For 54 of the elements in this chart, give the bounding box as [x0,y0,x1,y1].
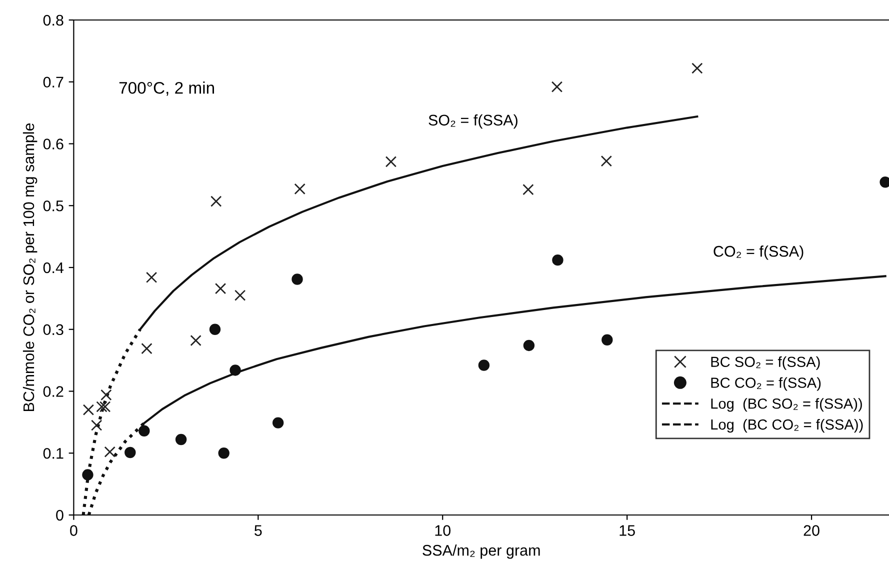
point [385,156,397,168]
point [230,364,241,376]
y-tick-label: 0.5 [43,200,64,212]
x-tick-label: 5 [254,525,262,536]
y-tick-label: 0.2 [43,386,64,397]
point [214,282,226,294]
point [552,254,564,266]
point [146,272,158,284]
point [141,342,152,354]
point [82,469,94,480]
point [234,290,246,301]
y-tick-label: 0.8 [43,14,64,26]
y-tick-label: 0 [56,510,64,521]
point [104,446,116,458]
legend-label: Log (BC SO₂ = f(SSA)) [711,398,862,412]
point [478,360,490,371]
point [294,183,306,195]
point [99,401,111,412]
point [90,420,102,431]
point [523,340,535,352]
legend-label: BC CO₂ = f(SSA) [711,377,821,391]
y-tick-label: 0.4 [43,262,64,274]
point [100,389,112,401]
annotation: CO₂ = f(SSA) [714,246,804,260]
y-tick-label: 0.6 [43,138,64,150]
point [209,324,221,335]
point [600,155,612,167]
point [602,334,613,346]
point [522,184,534,196]
y-tick-label: 0.1 [43,448,64,459]
y-tick-label: 0.7 [43,76,64,88]
point [551,81,563,92]
point [96,401,108,412]
annotation: 700°C, 2 min [119,82,214,96]
point [190,334,202,346]
x-tick-label: 10 [435,525,451,536]
legend-label: BC SO₂ = f(SSA) [711,356,820,370]
x-tick-label: 15 [620,525,635,536]
point [692,62,703,74]
y-axis-title: BC/mmole CO₂ or SO₂ per 100 mg sample [22,123,38,411]
x-tick-label: 0 [70,525,78,536]
point [210,196,222,207]
point [124,446,136,458]
x-tick-label: 20 [804,525,820,536]
point [138,425,150,436]
point [272,417,284,428]
point [82,404,94,416]
legend-label: Log (BC CO₂ = f(SSA)) [711,418,863,433]
annotation: SO₂ = f(SSA) [428,114,518,129]
x-axis-title: SSA/m₂ per gram [422,544,540,559]
point [292,274,303,285]
y-tick-label: 0.3 [43,324,64,336]
point [175,434,187,446]
point [218,448,230,459]
